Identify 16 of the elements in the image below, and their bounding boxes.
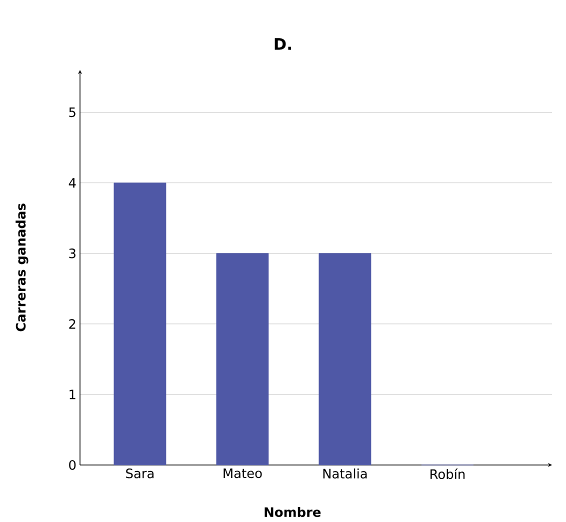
y-tick-label: 1 [70, 390, 76, 400]
x-tick-label: Mateo [224, 468, 262, 478]
x-tick-label: Robín [430, 468, 465, 480]
y-axis-title: Carreras ganadas [16, 204, 28, 332]
chart-title: D. [274, 38, 292, 50]
x-tick-label: Natalia [323, 468, 367, 479]
x-axis-title: Nombre [264, 506, 321, 517]
bar [114, 182, 166, 466]
y-tick-label: 3 [69, 248, 76, 258]
y-tick-label: 4 [68, 178, 76, 188]
bar [216, 253, 269, 466]
x-tick-label: Sara [126, 468, 154, 478]
y-tick-label: 2 [69, 319, 76, 329]
y-tick-label: 0 [69, 460, 76, 470]
y-tick-label: 5 [69, 108, 76, 118]
bar [318, 253, 372, 466]
